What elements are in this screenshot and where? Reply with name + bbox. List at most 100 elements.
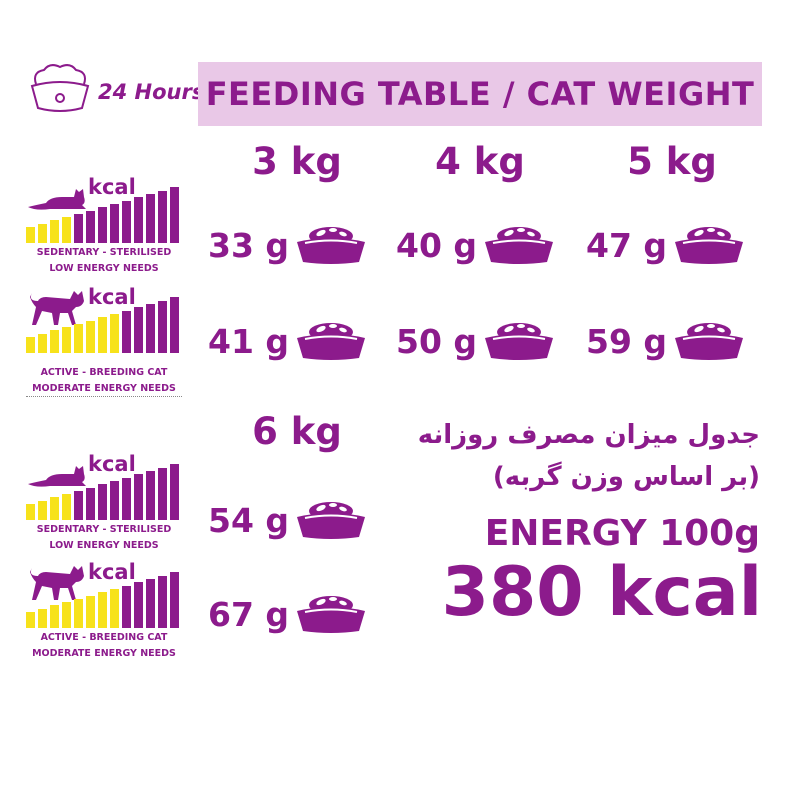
sedentary-portion: 47 g (586, 222, 745, 268)
energy-bar (158, 575, 167, 628)
energy-bar (38, 333, 47, 353)
sedentary-panel: kcal SEDENTARY - STERILISED LOW ENERGY NEE… (26, 175, 182, 275)
divider (26, 396, 182, 397)
persian-title: جدول میزان مصرف روزانه (417, 420, 760, 450)
energy-level-label: ACTIVE - BREEDING CAT MODERATE ENERGY NEE… (26, 365, 182, 397)
energy-bar (86, 320, 95, 353)
energy-level-label: ACTIVE - BREEDING CAT MODERATE ENERGY NEE… (26, 630, 182, 662)
hours-label: 24 Hours (98, 80, 205, 104)
energy-bar (26, 504, 35, 520)
food-bowl-paw-icon (30, 64, 90, 112)
grams: 33 g (208, 225, 290, 265)
energy-bars (26, 187, 179, 243)
grams: 54 g (208, 500, 290, 540)
weight-5kg: 5 kg (627, 140, 717, 183)
energy-bar (158, 190, 167, 243)
sedentary-portion: 40 g (396, 222, 555, 268)
energy-bars (26, 464, 179, 520)
energy-bar (122, 477, 131, 520)
label-line1: SEDENTARY - STERILISED (36, 524, 172, 535)
energy-bar (50, 330, 59, 353)
sedentary-panel: kcal SEDENTARY - STERILISED LOW ENERGY NEE… (26, 452, 182, 552)
cat-icon (26, 287, 88, 331)
energy-bar (134, 582, 143, 628)
energy-bar (146, 579, 155, 628)
energy-bar (110, 203, 119, 243)
label-line2: LOW ENERGY NEEDS (49, 263, 159, 274)
energy-bar (170, 464, 179, 520)
energy-bar (74, 213, 83, 243)
grams: 67 g (208, 594, 290, 634)
energy-bar (86, 487, 95, 520)
kcal-label: kcal (88, 452, 136, 476)
energy-bar (50, 497, 59, 520)
weight-3kg: 3 kg (252, 140, 342, 183)
energy-bar (50, 605, 59, 628)
energy-bar (158, 467, 167, 520)
energy-bar (134, 474, 143, 520)
active-portion: 59 g (586, 318, 745, 364)
energy-bar (62, 327, 71, 353)
energy-bar (38, 500, 47, 520)
energy-bar (170, 187, 179, 243)
energy-bar (38, 223, 47, 243)
label-line1: ACTIVE - BREEDING CAT (40, 632, 168, 643)
persian-subtitle: (بر اساس وزن گربه) (492, 462, 760, 492)
label-line2: MODERATE ENERGY NEEDS (32, 648, 176, 659)
grams: 50 g (396, 321, 478, 361)
energy-label: ENERGY 100g (484, 513, 760, 554)
energy-bar (98, 317, 107, 353)
grams: 41 g (208, 321, 290, 361)
energy-level-label: SEDENTARY - STERILISED LOW ENERGY NEEDS (26, 245, 182, 277)
energy-bar (74, 598, 83, 628)
food-bowl-icon (483, 318, 555, 364)
energy-bar (134, 307, 143, 353)
energy-value: 380 kcal (441, 553, 762, 632)
kcal-label: kcal (88, 560, 136, 584)
label-line1: ACTIVE - BREEDING CAT (40, 367, 168, 378)
energy-bar (86, 210, 95, 243)
active-panel: kcal ACTIVE - BREEDING CAT MODERATE ENERGY… (26, 560, 182, 660)
energy-bar (122, 310, 131, 353)
food-bowl-icon (295, 497, 367, 543)
energy-bars (26, 572, 179, 628)
food-bowl-icon (295, 222, 367, 268)
energy-bar (62, 602, 71, 628)
energy-bar (110, 313, 119, 353)
energy-bar (146, 471, 155, 520)
active-panel: kcal ACTIVE - BREEDING CAT MODERATE ENERGY… (26, 285, 182, 394)
energy-bar (110, 588, 119, 628)
active-portion: 41 g (208, 318, 367, 364)
energy-bar (74, 490, 83, 520)
weight-6kg: 6 kg (252, 410, 342, 453)
energy-bar (62, 217, 71, 243)
energy-bar (98, 207, 107, 243)
grams: 59 g (586, 321, 668, 361)
food-bowl-icon (673, 318, 745, 364)
label-line1: SEDENTARY - STERILISED (36, 247, 172, 258)
energy-level-label: SEDENTARY - STERILISED LOW ENERGY NEEDS (26, 522, 182, 554)
food-bowl-icon (673, 222, 745, 268)
energy-bar (110, 480, 119, 520)
energy-bar (170, 572, 179, 628)
food-bowl-icon (483, 222, 555, 268)
energy-bar (26, 227, 35, 243)
energy-bar (170, 297, 179, 353)
energy-bar (50, 220, 59, 243)
cat-icon (26, 562, 88, 606)
kcal-label: kcal (88, 285, 136, 309)
energy-bar (158, 300, 167, 353)
label-line2: MODERATE ENERGY NEEDS (32, 383, 176, 394)
kcal-label: kcal (88, 175, 136, 199)
energy-bar (146, 194, 155, 243)
weight-4kg: 4 kg (435, 140, 525, 183)
active-portion: 50 g (396, 318, 555, 364)
grams: 40 g (396, 225, 478, 265)
food-bowl-icon (295, 591, 367, 637)
energy-bar (98, 484, 107, 520)
energy-bar (26, 337, 35, 353)
page-title: FEEDING TABLE / CAT WEIGHT (198, 62, 762, 126)
energy-bar (146, 304, 155, 353)
energy-bar (26, 612, 35, 628)
sedentary-portion: 33 g (208, 222, 367, 268)
